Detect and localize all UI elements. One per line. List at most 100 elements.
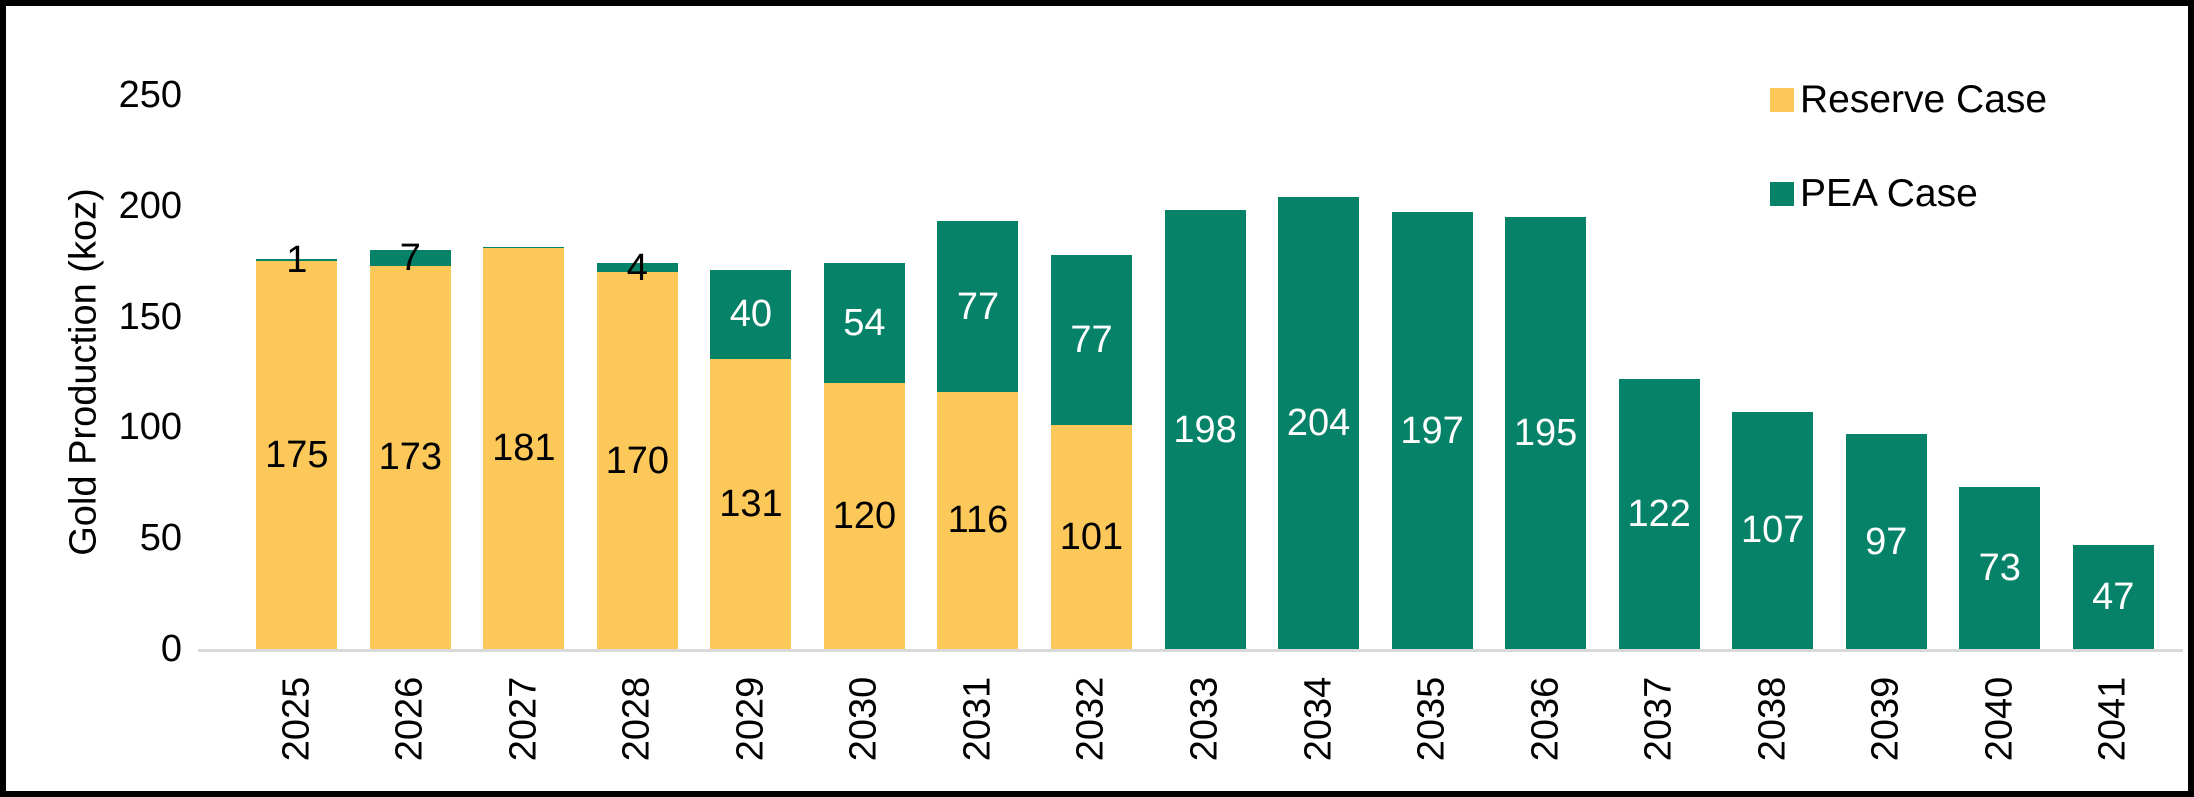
- bar-column-2033: 198: [1148, 95, 1262, 649]
- y-tick-label: 150: [118, 295, 182, 338]
- bar-segment-reserve-2027: 181: [483, 247, 565, 649]
- data-label: 181: [492, 427, 556, 470]
- data-label: 195: [1513, 411, 1578, 454]
- bar-column-2038: 107: [1716, 95, 1830, 649]
- data-label: 173: [378, 436, 442, 479]
- data-label: 4: [626, 246, 648, 289]
- bar-column-2032: 77 101: [1035, 95, 1149, 649]
- bar-segment-pea-2041: 47: [2072, 544, 2154, 649]
- bar-column-2026: 7 173: [354, 95, 468, 649]
- x-tick-2033: 2033: [1148, 658, 1262, 780]
- y-tick-label: 50: [139, 517, 182, 560]
- bar-column-2037: 122: [1602, 95, 1716, 649]
- legend-item-pea-case: PEA Case: [1770, 172, 2047, 216]
- bar-segment-pea-2037: 122: [1618, 378, 1700, 649]
- bar-column-2030: 54 120: [808, 95, 922, 649]
- bar-segment-pea-2034: 204: [1278, 196, 1360, 649]
- x-tick-2030: 2030: [808, 658, 922, 780]
- bar-column-2035: 197: [1375, 95, 1489, 649]
- bar-column-2039: 97: [1829, 95, 1943, 649]
- x-tick-2029: 2029: [694, 658, 808, 780]
- x-tick-label: 2040: [1978, 676, 2021, 762]
- legend-swatch-reserve-case: [1770, 88, 1794, 112]
- bar-column-2040: 73: [1943, 95, 2057, 649]
- x-tick-label: 2034: [1297, 676, 1340, 762]
- x-tick-label: 2031: [956, 676, 999, 762]
- x-tick-label: 2030: [842, 676, 885, 762]
- bar-segment-pea-2035: 197: [1391, 212, 1473, 649]
- bar-column-2031: 77 116: [921, 95, 1035, 649]
- data-label: 116: [947, 499, 1009, 542]
- bar-segment-pea-2036: 195: [1505, 216, 1587, 649]
- data-label: 40: [729, 293, 773, 336]
- legend-label-pea-case: PEA Case: [1800, 172, 1978, 215]
- x-tick-label: 2041: [2091, 676, 2134, 762]
- bar-segment-reserve-2029: 131: [710, 358, 792, 649]
- x-tick-2027: 2027: [467, 658, 581, 780]
- data-label: 197: [1400, 409, 1464, 452]
- plot-area: 1 175 7 173 181 4 170 40 131 54 120 77 116 77 101 198 20…: [240, 95, 2170, 649]
- bar-segment-reserve-2032: 101: [1050, 425, 1132, 649]
- data-label: 120: [832, 495, 897, 538]
- x-tick-2035: 2035: [1375, 658, 1489, 780]
- bar-segment-pea-2040: 73: [1959, 487, 2041, 649]
- x-tick-2028: 2028: [581, 658, 695, 780]
- bar-segment-pea-2038: 107: [1732, 411, 1814, 649]
- data-label: 131: [719, 482, 783, 525]
- bar-segment-pea-2025: 1: [256, 241, 338, 279]
- bar-column-2034: 204: [1262, 95, 1376, 649]
- bar-segment-reserve-2030: 120: [823, 383, 905, 649]
- bar-segment-reserve-2028: 170: [596, 272, 678, 649]
- bar-segment-pea-2027: [483, 246, 565, 248]
- bar-segment-pea-2028: 4: [596, 249, 678, 287]
- y-axis-title: Gold Production (koz): [62, 188, 105, 556]
- x-tick-label: 2036: [1524, 676, 1567, 762]
- x-tick-label: 2026: [388, 676, 431, 762]
- data-label: 97: [1865, 520, 1908, 563]
- data-label: 73: [1978, 547, 2021, 590]
- data-label: 107: [1740, 509, 1805, 552]
- data-label: 54: [843, 302, 886, 345]
- x-tick-2031: 2031: [921, 658, 1035, 780]
- data-label: 47: [2092, 575, 2135, 618]
- x-tick-2038: 2038: [1716, 658, 1830, 780]
- x-axis-tick-labels: 2025 2026 2027 2028 2029 2030 2031 2032 2033 2034…: [240, 658, 2170, 780]
- data-label: 122: [1627, 492, 1691, 535]
- x-tick-2026: 2026: [354, 658, 468, 780]
- x-tick-label: 2035: [1410, 676, 1453, 762]
- bar-segment-pea-2031: 77: [937, 221, 1019, 392]
- data-label: 77: [956, 285, 1000, 328]
- data-label: 101: [1059, 516, 1124, 559]
- x-tick-label: 2032: [1069, 676, 1112, 762]
- bar-segment-pea-2026: 7: [369, 239, 451, 277]
- legend-label-reserve-case: Reserve Case: [1800, 78, 2048, 121]
- bar-segment-pea-2039: 97: [1845, 434, 1927, 649]
- x-tick-2034: 2034: [1262, 658, 1376, 780]
- bar-segment-reserve-2031: 116: [937, 391, 1019, 649]
- y-tick-label: 200: [118, 184, 182, 227]
- bar-segment-pea-2033: 198: [1164, 210, 1246, 649]
- bar-column-2041: 47: [2057, 95, 2171, 649]
- x-tick-2040: 2040: [1943, 658, 2057, 780]
- data-label: 175: [265, 434, 329, 477]
- bar-column-2025: 1 175: [240, 95, 354, 649]
- bar-segment-pea-2029: 40: [710, 270, 792, 359]
- x-tick-2039: 2039: [1829, 658, 1943, 780]
- legend-item-reserve-case: Reserve Case: [1770, 78, 2047, 122]
- data-label: 77: [1070, 318, 1113, 361]
- bar-segment-pea-2032: 77: [1050, 254, 1132, 426]
- x-tick-label: 2027: [502, 676, 545, 762]
- x-tick-2036: 2036: [1489, 658, 1603, 780]
- x-axis-line: [198, 649, 2183, 652]
- data-label: 204: [1286, 401, 1351, 444]
- data-label: 170: [605, 439, 670, 482]
- y-tick-label: 250: [118, 74, 182, 116]
- x-tick-2041: 2041: [2057, 658, 2171, 780]
- bar-column-2028: 4 170: [581, 95, 695, 649]
- legend: Reserve Case PEA Case: [1770, 78, 2047, 216]
- x-tick-label: 2039: [1864, 676, 1907, 762]
- bar-column-2036: 195: [1489, 95, 1603, 649]
- data-label: 1: [286, 239, 308, 282]
- bar-column-2029: 40 131: [694, 95, 808, 649]
